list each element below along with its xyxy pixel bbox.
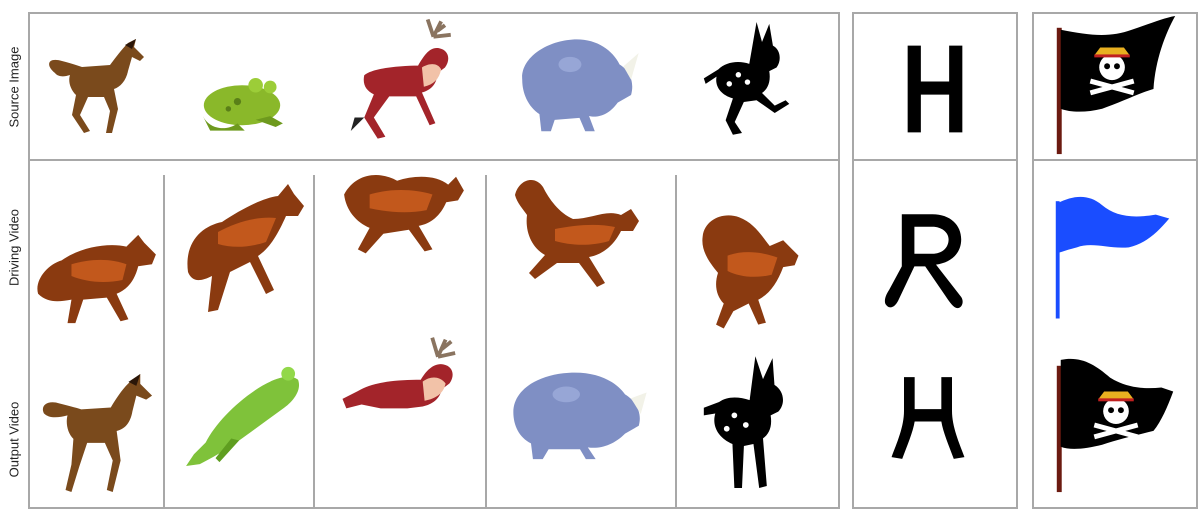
blue-flag-icon <box>1055 196 1170 319</box>
reindeer-icon <box>342 337 456 409</box>
column-divider <box>313 175 315 509</box>
wolf-icon <box>344 175 464 254</box>
fawn-icon <box>703 22 790 135</box>
wolf-icon <box>187 184 304 312</box>
wolf-icon <box>702 215 799 329</box>
frog-icon <box>186 366 300 467</box>
rhino-icon <box>513 372 647 460</box>
fawn-icon <box>703 356 783 488</box>
horse-icon <box>49 39 145 133</box>
letter-h-source-icon <box>907 45 963 133</box>
letter-h-output-icon <box>891 377 965 459</box>
wolf-icon <box>515 180 639 287</box>
wolf-icon <box>37 234 156 324</box>
column-divider <box>163 175 165 509</box>
letter-r-driving-icon <box>884 214 963 309</box>
rhino-icon <box>522 39 639 132</box>
horse-icon <box>42 374 153 493</box>
panel-divider <box>28 159 840 161</box>
flag-panel <box>1032 12 1198 509</box>
column-divider <box>675 175 677 509</box>
frog-icon <box>202 77 283 131</box>
row-label-driving: Driving Video <box>6 208 22 287</box>
column-divider <box>485 175 487 509</box>
letter-panel <box>852 12 1018 509</box>
row-label-source: Source Image <box>6 46 22 128</box>
row-label-output: Output Video <box>6 401 22 478</box>
pirate-flag-icon <box>1056 358 1174 493</box>
panel-divider <box>1032 159 1198 161</box>
panel-divider <box>852 159 1018 161</box>
animal-panel <box>28 12 840 509</box>
reindeer-icon <box>350 18 451 139</box>
pirate-flag-icon <box>1056 15 1176 155</box>
